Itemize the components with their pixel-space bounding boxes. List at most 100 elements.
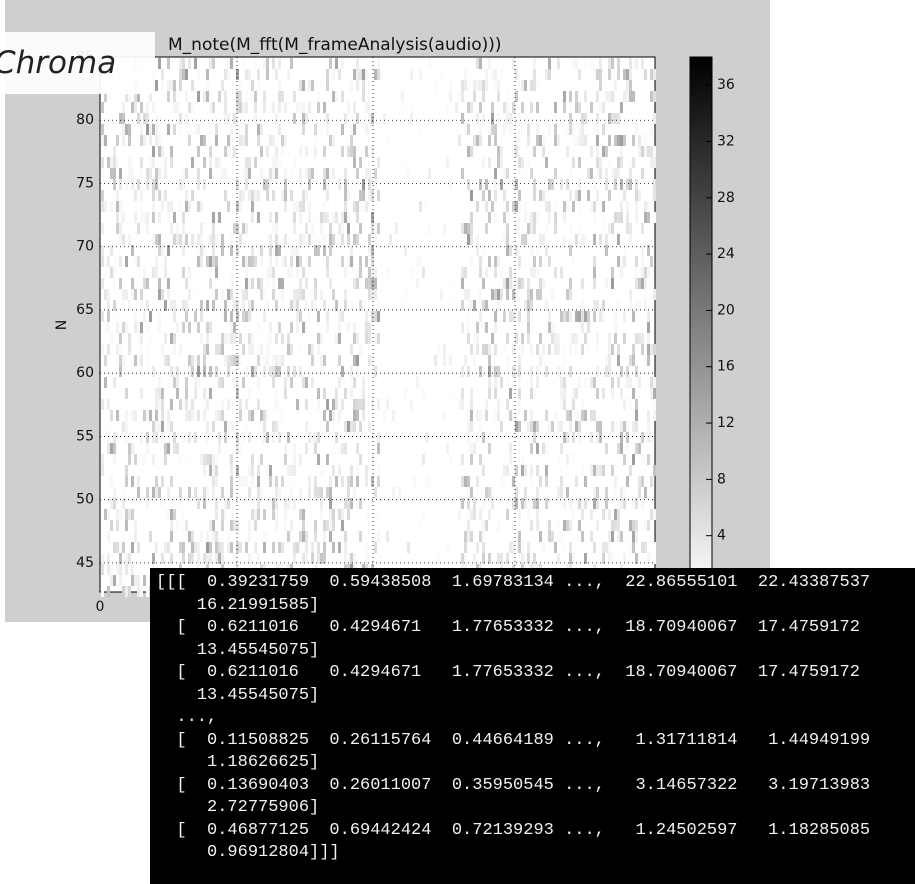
heatmap-cell <box>278 80 281 91</box>
heatmap-cell <box>191 542 194 553</box>
heatmap-cell <box>161 476 164 487</box>
heatmap-cell <box>605 278 608 289</box>
heatmap-cell <box>263 410 266 421</box>
heatmap-cell <box>503 212 506 223</box>
heatmap-cell <box>167 234 170 245</box>
heatmap-cell <box>521 234 524 245</box>
heatmap-cell <box>545 465 548 476</box>
heatmap-cell <box>251 300 254 311</box>
heatmap-cell <box>128 553 131 564</box>
heatmap-cell <box>581 300 584 311</box>
heatmap-cell <box>650 432 653 443</box>
heatmap-cell <box>122 498 125 509</box>
heatmap-cell <box>353 553 356 564</box>
heatmap-cell <box>230 542 233 553</box>
heatmap-cell <box>635 278 638 289</box>
heatmap-cell <box>590 58 593 69</box>
heatmap-cell <box>212 256 215 267</box>
heatmap-cell <box>260 146 263 157</box>
heatmap-cell <box>356 531 359 542</box>
heatmap-cell <box>173 443 176 454</box>
heatmap-cell <box>449 91 452 102</box>
heatmap-cell <box>605 91 608 102</box>
heatmap-cell <box>338 234 341 245</box>
heatmap-cell <box>305 289 308 300</box>
heatmap-cell <box>350 542 353 553</box>
heatmap-cell <box>284 454 287 465</box>
heatmap-cell <box>170 399 173 410</box>
heatmap-cell <box>479 80 482 91</box>
heatmap-cell <box>563 388 566 399</box>
heatmap-cell <box>557 553 560 564</box>
heatmap-cell <box>554 113 557 124</box>
heatmap-cell <box>248 168 251 179</box>
heatmap-cell <box>467 289 470 300</box>
heatmap-cell <box>281 190 284 201</box>
heatmap-cell <box>467 487 470 498</box>
heatmap-cell <box>248 333 251 344</box>
heatmap-cell <box>164 300 167 311</box>
heatmap-cell <box>143 113 146 124</box>
heatmap-cell <box>428 168 431 179</box>
heatmap-cell <box>110 564 113 575</box>
heatmap-cell <box>311 300 314 311</box>
heatmap-cell <box>122 531 125 542</box>
heatmap-cell <box>458 91 461 102</box>
heatmap-cell <box>239 135 242 146</box>
heatmap-cell <box>563 542 566 553</box>
heatmap-cell <box>569 124 572 135</box>
heatmap-cell <box>131 245 134 256</box>
heatmap-cell <box>326 267 329 278</box>
heatmap-cell <box>158 399 161 410</box>
heatmap-cell <box>614 333 617 344</box>
heatmap-cell <box>155 476 158 487</box>
heatmap-cell <box>494 311 497 322</box>
heatmap-cell <box>368 388 371 399</box>
heatmap-cell <box>599 454 602 465</box>
heatmap-cell <box>170 80 173 91</box>
heatmap-cell <box>146 223 149 234</box>
heatmap-cell <box>365 542 368 553</box>
heatmap-cell <box>185 234 188 245</box>
heatmap-cell <box>506 443 509 454</box>
heatmap-cell <box>548 344 551 355</box>
heatmap-cell <box>479 69 482 80</box>
heatmap-cell <box>152 366 155 377</box>
heatmap-cell <box>596 91 599 102</box>
heatmap-cell <box>326 69 329 80</box>
heatmap-cell <box>386 267 389 278</box>
heatmap-cell <box>599 234 602 245</box>
heatmap-cell <box>623 487 626 498</box>
heatmap-cell <box>545 476 548 487</box>
heatmap-cell <box>494 69 497 80</box>
heatmap-cell <box>353 399 356 410</box>
heatmap-cell <box>503 58 506 69</box>
heatmap-cell <box>170 157 173 168</box>
heatmap-cell <box>371 146 374 157</box>
heatmap-cell <box>380 553 383 564</box>
heatmap-cell <box>464 289 467 300</box>
heatmap-cell <box>620 267 623 278</box>
heatmap-cell <box>605 542 608 553</box>
heatmap-cell <box>653 542 656 553</box>
heatmap-cell <box>242 476 245 487</box>
heatmap-cell <box>374 366 377 377</box>
heatmap-cell <box>269 465 272 476</box>
heatmap-cell <box>623 278 626 289</box>
heatmap-cell <box>263 531 266 542</box>
heatmap-cell <box>146 443 149 454</box>
heatmap-cell <box>191 399 194 410</box>
heatmap-cell <box>512 124 515 135</box>
heatmap-cell <box>164 157 167 168</box>
heatmap-cell <box>560 311 563 322</box>
heatmap-cell <box>155 168 158 179</box>
heatmap-cell <box>167 80 170 91</box>
heatmap-cell <box>374 179 377 190</box>
heatmap-cell <box>521 333 524 344</box>
heatmap-cell <box>239 124 242 135</box>
heatmap-cell <box>338 410 341 421</box>
heatmap-cell <box>506 201 509 212</box>
heatmap-cell <box>557 135 560 146</box>
heatmap-cell <box>467 476 470 487</box>
heatmap-cell <box>143 454 146 465</box>
